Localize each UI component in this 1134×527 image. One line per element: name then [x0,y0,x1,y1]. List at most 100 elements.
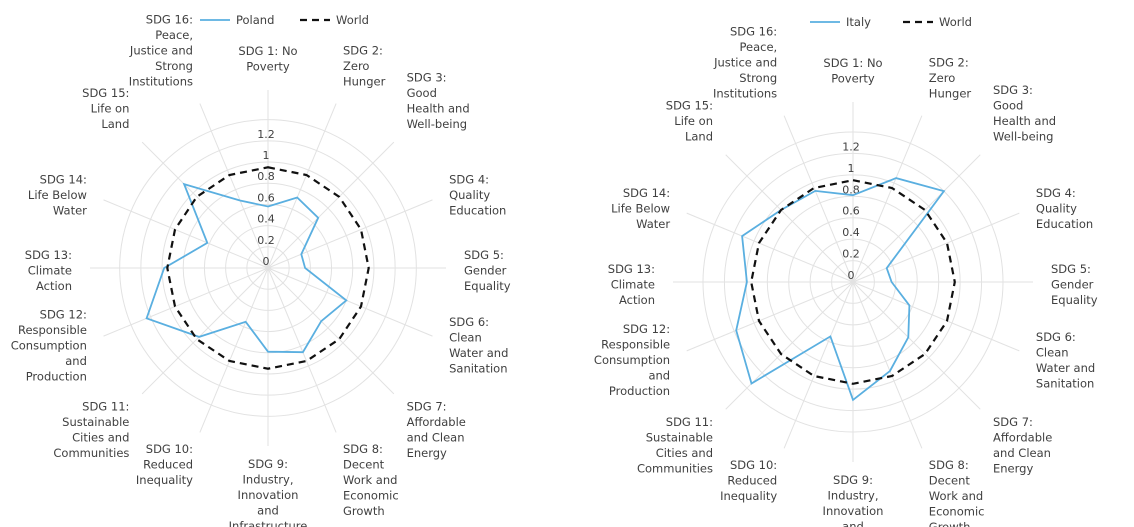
grid-spoke [686,212,854,283]
category-label-line: Communities [637,462,713,476]
grid-spoke [199,103,269,269]
category-label-line: Production [609,384,670,398]
grid-spoke [852,281,923,449]
category-label-line: Responsible [601,338,670,352]
legend-label-poland: Poland [236,13,274,27]
series-line-poland [145,182,348,354]
category-label-line: Affordable [993,431,1052,445]
grid-spoke [103,199,269,269]
category-label-line: SDG 8: [343,442,383,456]
category-label-line: Innovation [238,488,299,502]
grid-spoke [783,281,854,449]
category-label-line: SDG 14: [40,173,87,187]
tick-label: 0.8 [842,183,860,196]
category-label: SDG 12: Responsible Consumption and Producti… [594,322,670,398]
category-label-line: Hunger [343,74,386,88]
category-label: SDG 5: Gender Equality [1051,262,1098,307]
category-label-line: Education [1036,217,1093,231]
tick-label: 0 [263,255,270,268]
category-label-line: Institutions [129,74,193,88]
category-label: SDG 15: Life on Land [666,99,713,144]
category-label-line: SDG 13: [25,248,72,262]
category-label: SDG 9:Industry,InnovationandInfrastructu… [814,473,893,527]
category-label-line: Clean [1036,345,1069,359]
category-label-line: Peace, [739,40,777,54]
category-label: SDG 12: Responsible Consumption and Producti… [11,307,87,383]
category-label-line: Climate [28,263,72,277]
category-label: SDG 2: Zero Hunger [929,56,972,101]
series-line-world [750,179,956,385]
category-label-line: SDG 15: [82,86,129,100]
grid-spoke [267,267,337,433]
legend-label-italy: Italy [846,15,871,29]
category-label: SDG 6: Clean Water and Sanitation [449,315,508,376]
category-label-line: Quality [1036,202,1077,216]
grid-spoke [267,103,337,269]
category-label-line: Clean [449,331,482,345]
category-label-line: Climate [611,277,655,291]
category-label-line: Well-being [407,117,467,131]
category-label: SDG 8: Decent Work and Economic Growth [343,442,399,518]
category-label-line: Water [636,217,670,231]
category-label: SDG 8: Decent Work and Economic Growth [929,458,985,527]
category-label: SDG 16: Peace, Justice and Strong Institutio… [713,25,777,101]
category-label: SDG 13: Climate Action [608,262,655,307]
category-label-line: Health and [993,114,1056,128]
category-label-line: Decent [343,458,385,472]
category-label-line: SDG 14: [623,186,670,200]
category-label-line: Reduced [143,458,193,472]
tick-label: 0.4 [842,226,860,239]
grid-spoke [267,199,433,269]
grid-spoke [141,267,269,395]
category-label-line: SDG 10: [730,458,777,472]
category-label-line: SDG 6: [449,315,489,329]
category-label-line: Zero [929,71,955,85]
category-label-line: Consumption [594,353,670,367]
category-label-line: Life on [91,101,130,115]
category-label: SDG 10: Reduced Inequality [136,442,193,487]
category-label: SDG 6: Clean Water and Sanitation [1036,330,1095,391]
category-label-line: Infrastructure [229,519,308,527]
tick-label: 1 [263,149,270,162]
grid-spoke [852,281,1020,352]
category-label-line: Equality [1051,293,1098,307]
category-label-line: Good [407,86,437,100]
category-label-line: Life on [674,114,713,128]
category-label-line: Consumption [11,338,87,352]
category-label: SDG 4: Quality Education [1036,186,1093,231]
grid-spoke [725,281,854,410]
category-label-line: Sustainable [62,415,129,429]
category-label-line: SDG 12: [623,322,670,336]
tick-label: 1.2 [257,128,275,141]
category-label-line: SDG 5: [1051,262,1091,276]
category-label-line: Poverty [831,72,875,86]
category-label-line: Institutions [713,87,777,101]
legend-label-world: World [939,15,972,29]
category-label-line: Life Below [611,202,670,216]
tick-label: 0.2 [842,248,860,261]
grid-spoke [852,212,1020,283]
category-label-line: Hunger [929,87,972,101]
category-label-line: Communities [53,446,129,460]
tick-label: 0.2 [257,234,275,247]
category-label-line: Gender [1051,277,1094,291]
category-label-line: SDG 9: [248,457,288,471]
category-label: SDG 3: Good Health and Well-being [993,83,1056,144]
category-label-line: and [65,354,87,368]
category-label-line: Water and [1036,361,1095,375]
category-label-line: Justice and [713,56,777,70]
category-label-line: Well-being [993,130,1053,144]
category-label-line: SDG 7: [993,415,1033,429]
category-label-line: Growth [929,520,971,527]
category-label-line: Reduced [727,473,777,487]
category-label-line: Production [26,369,87,383]
category-label-line: Industry, [243,473,294,487]
grid-spoke [852,115,923,283]
category-label-line: Peace, [155,28,193,42]
category-label-line: Health and [407,101,470,115]
category-label: SDG 14: Life Below Water [28,173,87,218]
category-label-line: SDG 2: [929,56,969,70]
radar-chart-2: 0 0.2 0.4 0.6 0.8 1 1.2 SDG 1: No Poverty SDG 2: Z… [594,15,1098,527]
category-label-line: SDG 9: [833,473,873,487]
